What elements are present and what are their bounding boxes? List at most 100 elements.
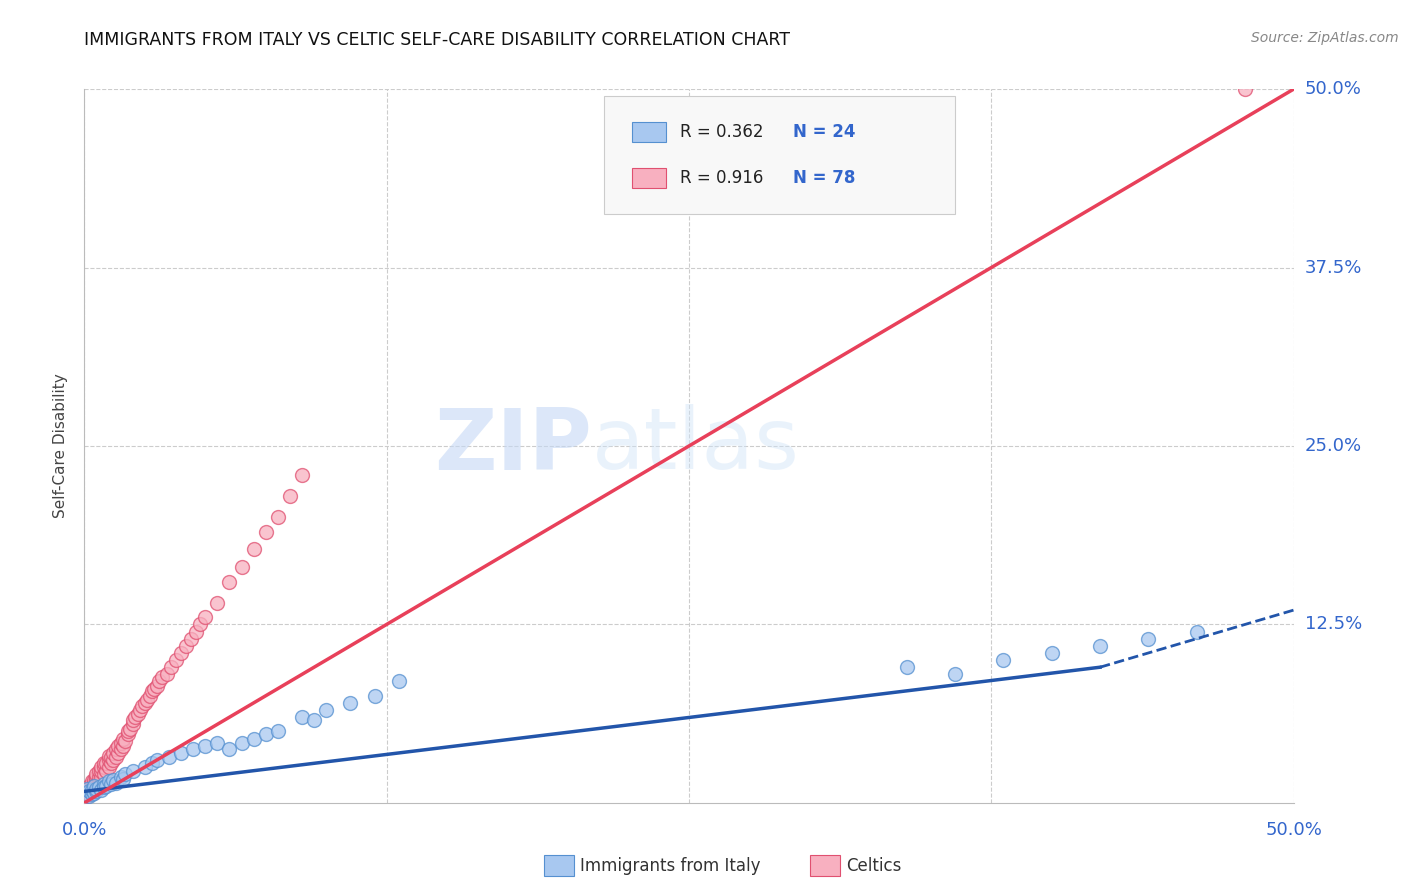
Bar: [633, 169, 666, 188]
Point: [94, 756, 117, 770]
Point: [86, 767, 108, 781]
Point: [104, 776, 127, 790]
Point: [83, 776, 105, 790]
Point: [100, 756, 122, 770]
Y-axis label: Self-Care Disability: Self-Care Disability: [53, 374, 69, 518]
Point: [218, 574, 240, 589]
Point: [76, 784, 98, 798]
Point: [83, 786, 105, 800]
Point: [77, 784, 100, 798]
Point: [184, 624, 207, 639]
Point: [170, 746, 193, 760]
Point: [134, 760, 156, 774]
Point: [231, 560, 253, 574]
Text: 50.0%: 50.0%: [1305, 80, 1361, 98]
Point: [170, 646, 193, 660]
Point: [242, 731, 264, 746]
Point: [117, 724, 139, 739]
Point: [181, 741, 204, 756]
Point: [943, 667, 966, 681]
Point: [117, 727, 139, 741]
Text: 12.5%: 12.5%: [1305, 615, 1362, 633]
Point: [993, 653, 1015, 667]
Point: [143, 681, 166, 696]
Point: [134, 696, 156, 710]
Point: [254, 524, 277, 539]
Point: [77, 787, 100, 801]
Point: [131, 698, 153, 713]
Point: [100, 750, 122, 764]
Point: [174, 639, 197, 653]
Point: [180, 632, 202, 646]
Point: [77, 789, 100, 803]
Point: [141, 684, 163, 698]
Point: [90, 760, 112, 774]
Point: [207, 596, 229, 610]
Point: [80, 784, 103, 798]
Point: [110, 770, 132, 784]
Point: [80, 783, 103, 797]
Point: [291, 710, 314, 724]
Point: [114, 734, 136, 748]
Point: [97, 753, 120, 767]
Point: [77, 781, 100, 796]
Point: [93, 756, 115, 770]
Text: Immigrants from Italy: Immigrants from Italy: [581, 856, 761, 874]
Text: R = 0.362: R = 0.362: [681, 123, 763, 141]
Point: [86, 784, 108, 798]
Point: [155, 667, 177, 681]
Point: [80, 779, 103, 793]
Text: R = 0.916: R = 0.916: [681, 169, 763, 187]
Text: N = 78: N = 78: [793, 169, 855, 187]
Point: [388, 674, 411, 689]
Text: Celtics: Celtics: [846, 856, 901, 874]
Point: [160, 660, 183, 674]
Point: [146, 753, 169, 767]
Point: [121, 713, 143, 727]
Point: [121, 717, 143, 731]
Point: [363, 689, 385, 703]
Point: [100, 777, 122, 791]
Point: [112, 739, 135, 753]
Point: [267, 510, 290, 524]
Text: 37.5%: 37.5%: [1305, 259, 1362, 277]
Point: [112, 772, 135, 786]
Point: [107, 746, 129, 760]
Bar: [544, 855, 574, 876]
Point: [148, 674, 170, 689]
Point: [141, 756, 163, 770]
Point: [86, 781, 108, 796]
Point: [157, 750, 180, 764]
Point: [104, 750, 127, 764]
Point: [1088, 639, 1111, 653]
Text: ZIP: ZIP: [434, 404, 592, 488]
Point: [86, 779, 108, 793]
Point: [291, 467, 314, 482]
Point: [107, 739, 129, 753]
Text: 0.0%: 0.0%: [62, 821, 107, 838]
Point: [87, 774, 110, 789]
Point: [896, 660, 918, 674]
Point: [218, 741, 240, 756]
Text: 25.0%: 25.0%: [1305, 437, 1362, 455]
Point: [278, 489, 301, 503]
Point: [83, 772, 105, 787]
Point: [194, 739, 217, 753]
Point: [93, 780, 115, 794]
Point: [104, 741, 127, 756]
Point: [1185, 624, 1208, 639]
Text: 50.0%: 50.0%: [1265, 821, 1322, 838]
Point: [124, 710, 146, 724]
Point: [110, 736, 132, 750]
Point: [165, 653, 187, 667]
Point: [90, 783, 112, 797]
Point: [97, 760, 120, 774]
Point: [93, 777, 115, 791]
Point: [150, 670, 173, 684]
Point: [76, 789, 98, 803]
Point: [267, 724, 290, 739]
Point: [87, 764, 110, 779]
Point: [93, 767, 115, 781]
Bar: [810, 855, 841, 876]
Point: [80, 774, 103, 789]
